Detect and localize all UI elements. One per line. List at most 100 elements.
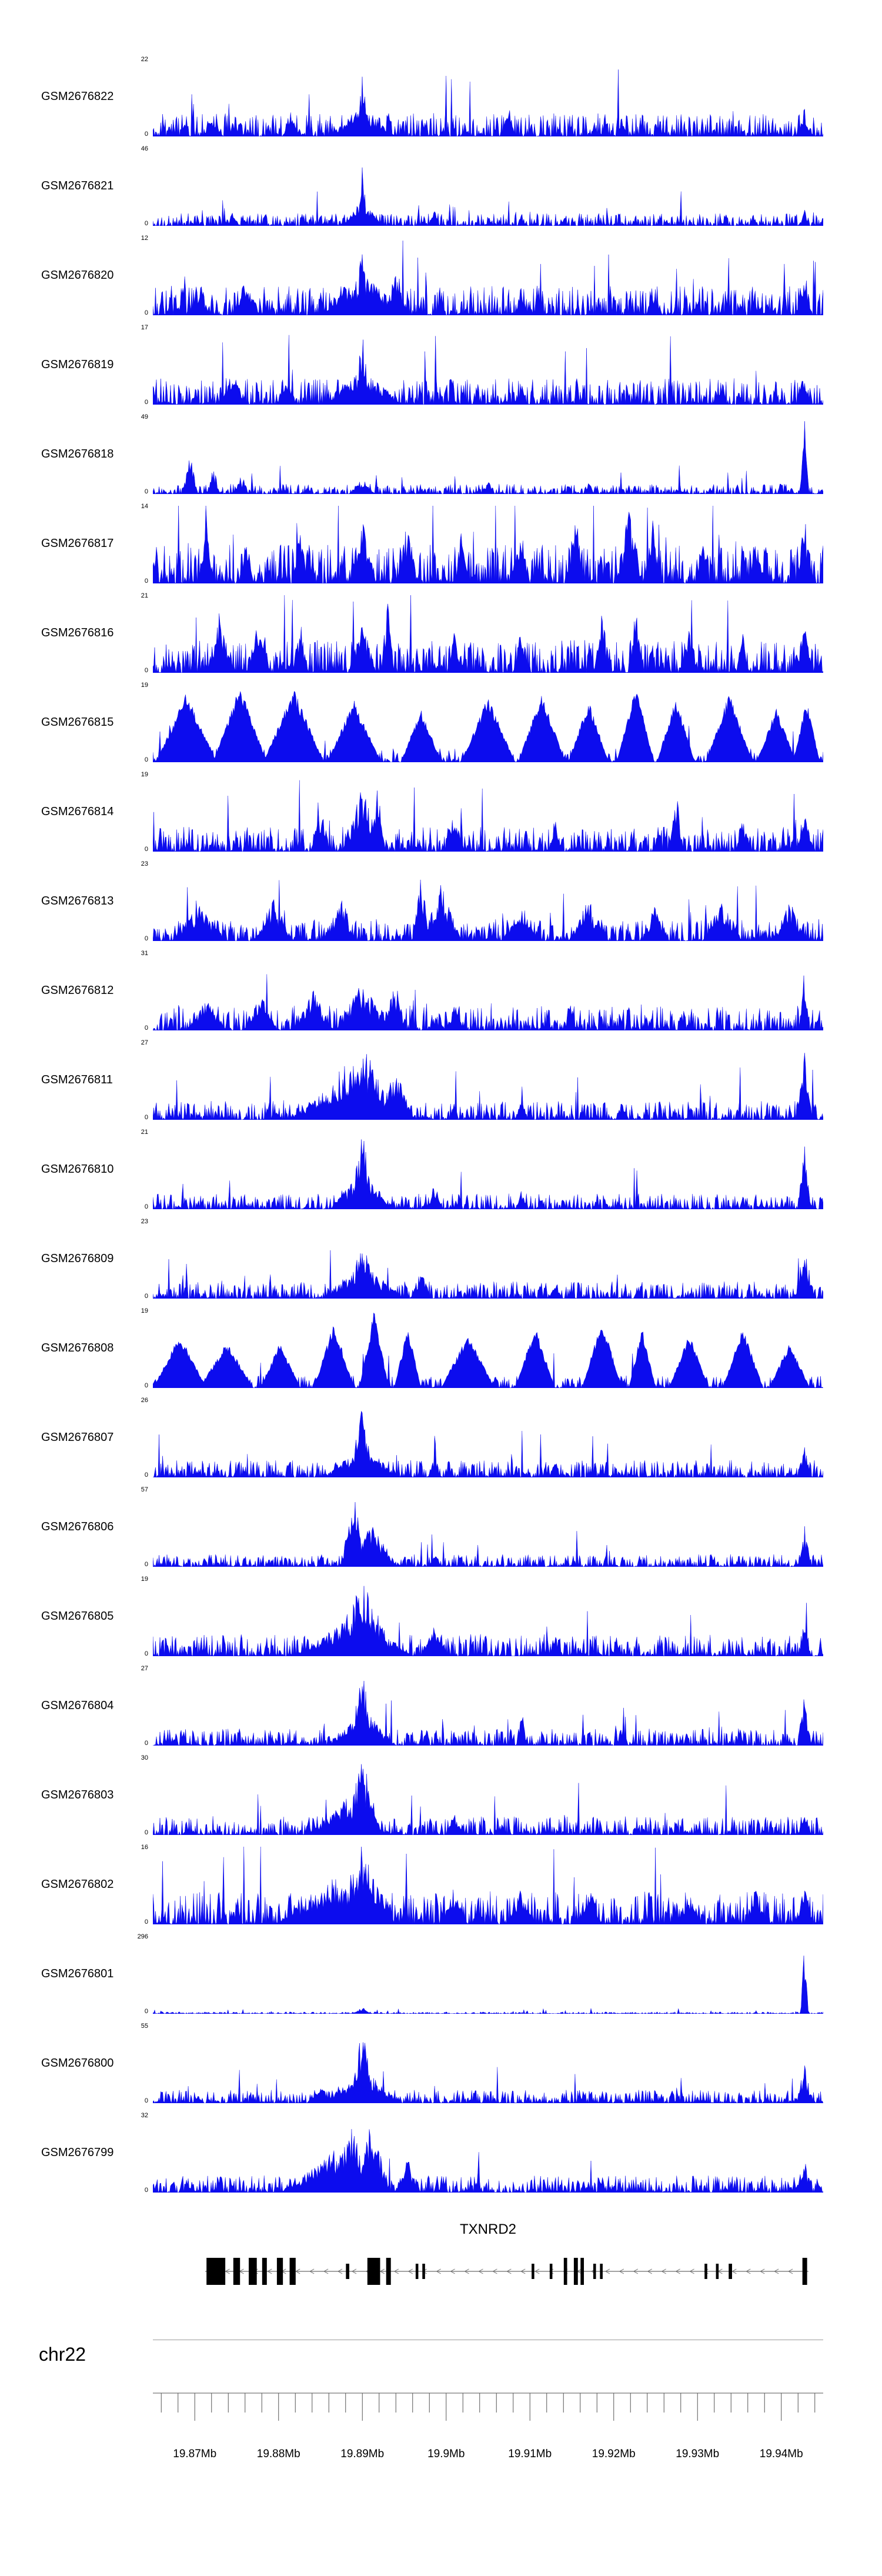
coverage-plot bbox=[153, 1221, 823, 1299]
coverage-plot bbox=[153, 1936, 823, 2014]
strand-arrow-icon bbox=[309, 2268, 315, 2274]
track-row: GSM2676811 27 0 bbox=[0, 1036, 882, 1126]
y-axis-max-label: 19 bbox=[141, 682, 148, 689]
coverage-signal bbox=[153, 1250, 823, 1299]
coverage-plot bbox=[153, 1579, 823, 1656]
exon-block bbox=[729, 2264, 732, 2279]
axis-tick-label: 19.92Mb bbox=[592, 2448, 636, 2460]
track-row: GSM2676818 49 0 bbox=[0, 411, 882, 500]
track-row: GSM2676807 26 0 bbox=[0, 1394, 882, 1483]
track-row: GSM2676808 19 0 bbox=[0, 1304, 882, 1394]
track-label: GSM2676801 bbox=[41, 1967, 114, 1980]
track-row: GSM2676805 19 0 bbox=[0, 1573, 882, 1662]
coverage-signal bbox=[153, 974, 823, 1030]
y-axis-max-label: 17 bbox=[141, 324, 148, 331]
coverage-plot bbox=[153, 1400, 823, 1477]
y-axis-zero-label: 0 bbox=[144, 488, 148, 495]
exon-block bbox=[563, 2258, 567, 2285]
exon-block bbox=[716, 2264, 719, 2279]
coverage-signal bbox=[153, 690, 823, 762]
track-label: GSM2676803 bbox=[41, 1788, 114, 1801]
exon-block bbox=[289, 2258, 296, 2285]
strand-arrow-icon bbox=[464, 2268, 469, 2274]
y-axis-max-label: 23 bbox=[141, 1218, 148, 1225]
strand-arrow-icon bbox=[746, 2268, 751, 2274]
track-row: GSM2676810 21 0 bbox=[0, 1126, 882, 1215]
y-axis-zero-label: 0 bbox=[144, 1203, 148, 1210]
track-row: GSM2676819 17 0 bbox=[0, 321, 882, 411]
coverage-plot bbox=[153, 1042, 823, 1120]
y-axis-zero-label: 0 bbox=[144, 1918, 148, 1926]
y-axis-max-label: 22 bbox=[141, 56, 148, 63]
coverage-signal bbox=[153, 595, 823, 673]
coverage-signal bbox=[153, 335, 823, 405]
track-label: GSM2676818 bbox=[41, 448, 114, 461]
track-label: GSM2676822 bbox=[41, 90, 114, 103]
strand-arrow-icon bbox=[604, 2268, 610, 2274]
y-axis-max-label: 32 bbox=[141, 2112, 148, 2119]
y-axis-max-label: 23 bbox=[141, 860, 148, 867]
coverage-track-list: GSM2676822 22 0 GSM2676821 46 0 GSM2676820 12 0 G… bbox=[0, 53, 882, 2198]
track-label: GSM2676800 bbox=[41, 2057, 114, 2070]
track-row: GSM2676815 19 0 bbox=[0, 679, 882, 768]
coverage-signal bbox=[153, 1956, 823, 2014]
track-row: GSM2676821 46 0 bbox=[0, 142, 882, 232]
track-label: GSM2676812 bbox=[41, 984, 114, 997]
coverage-signal bbox=[153, 2042, 823, 2103]
strand-arrow-icon bbox=[520, 2268, 526, 2274]
y-axis-zero-label: 0 bbox=[144, 1025, 148, 1032]
axis-tick-label: 19.88Mb bbox=[257, 2448, 300, 2460]
y-axis-zero-label: 0 bbox=[144, 846, 148, 853]
y-axis-zero-label: 0 bbox=[144, 2008, 148, 2015]
strand-arrow-icon bbox=[351, 2268, 357, 2274]
coverage-signal bbox=[153, 1139, 823, 1209]
coverage-signal bbox=[153, 167, 823, 226]
track-label: GSM2676815 bbox=[41, 716, 114, 729]
y-axis-zero-label: 0 bbox=[144, 1829, 148, 1836]
strand-arrow-icon bbox=[633, 2268, 639, 2274]
exon-block bbox=[415, 2264, 419, 2279]
exon-block bbox=[206, 2258, 226, 2285]
coverage-plot bbox=[153, 953, 823, 1030]
strand-arrow-icon bbox=[338, 2268, 343, 2274]
coverage-signal bbox=[153, 1681, 823, 1746]
track-row: GSM2676822 22 0 bbox=[0, 53, 882, 142]
track-row: GSM2676804 27 0 bbox=[0, 1662, 882, 1751]
track-row: GSM2676809 23 0 bbox=[0, 1215, 882, 1304]
coverage-plot bbox=[153, 774, 823, 852]
track-label: GSM2676804 bbox=[41, 1699, 114, 1712]
coverage-plot bbox=[153, 506, 823, 583]
y-axis-max-label: 27 bbox=[141, 1665, 148, 1672]
strand-arrow-icon bbox=[379, 2268, 385, 2274]
exon-block bbox=[593, 2264, 596, 2279]
track-row: GSM2676817 14 0 bbox=[0, 500, 882, 589]
strand-arrow-icon bbox=[661, 2268, 666, 2274]
coverage-plot bbox=[153, 1847, 823, 1924]
coverage-plot bbox=[153, 1489, 823, 1567]
strand-arrow-icon bbox=[436, 2268, 441, 2274]
y-axis-zero-label: 0 bbox=[144, 1561, 148, 1568]
strand-arrow-icon bbox=[267, 2268, 272, 2274]
coverage-signal bbox=[153, 2129, 823, 2193]
coverage-plot bbox=[153, 685, 823, 762]
track-row: GSM2676802 16 0 bbox=[0, 1841, 882, 1930]
coverage-plot bbox=[153, 148, 823, 226]
coverage-signal bbox=[153, 1410, 823, 1477]
y-axis-zero-label: 0 bbox=[144, 667, 148, 674]
coverage-plot bbox=[153, 59, 823, 136]
y-axis-max-label: 49 bbox=[141, 413, 148, 421]
coverage-signal bbox=[153, 1847, 823, 1924]
y-axis-max-label: 26 bbox=[141, 1397, 148, 1404]
coverage-plot bbox=[153, 1668, 823, 1746]
track-label: GSM2676802 bbox=[41, 1878, 114, 1891]
track-label: GSM2676807 bbox=[41, 1431, 114, 1444]
exon-block bbox=[346, 2264, 350, 2279]
coverage-signal bbox=[153, 1312, 823, 1388]
y-axis-max-label: 16 bbox=[141, 1844, 148, 1851]
coverage-plot bbox=[153, 1310, 823, 1388]
exon-block bbox=[704, 2264, 707, 2279]
y-axis-max-label: 19 bbox=[141, 1307, 148, 1314]
strand-arrow-icon bbox=[675, 2268, 680, 2274]
track-label: GSM2676816 bbox=[41, 626, 114, 639]
